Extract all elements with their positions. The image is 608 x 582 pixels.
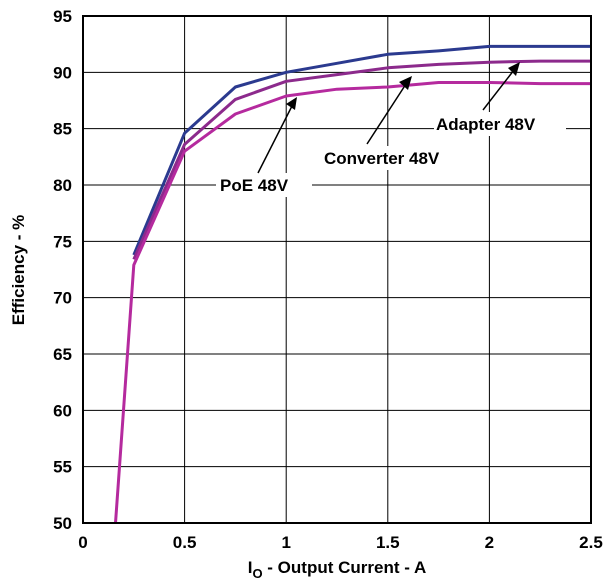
y-tick-label: 85: [53, 120, 72, 139]
x-axis-label-rest: - Output Current - A: [263, 558, 427, 577]
y-tick-label: 70: [53, 289, 72, 308]
series-line-converter-48v: [132, 59, 591, 261]
y-tick-label: 50: [53, 514, 72, 533]
annotation-converter-bg: [322, 146, 472, 170]
y-tick-label: 75: [53, 232, 72, 251]
y-tick-label: 55: [53, 458, 72, 477]
x-axis-label-subscript: O: [252, 566, 262, 581]
y-tick-label: 90: [53, 63, 72, 82]
annotation-adapter-arrow: [508, 62, 520, 76]
y-tick-label: 95: [53, 7, 72, 26]
grid: [83, 16, 591, 523]
series-lines: [114, 44, 591, 524]
series-line-poe-48v: [114, 81, 591, 524]
annotation-converter: Converter 48V: [322, 76, 472, 170]
annotation-adapter-label: Adapter 48V: [436, 115, 536, 134]
annotation-converter-leader: [366, 83, 407, 145]
x-tick-label: 2: [485, 533, 494, 552]
annotation-adapter-bg: [434, 112, 566, 136]
y-tick-label: 65: [53, 345, 72, 364]
x-tick-label: 2.5: [579, 533, 603, 552]
x-tick-label: 0.5: [173, 533, 197, 552]
y-axis-label: Efficiency - %: [9, 215, 28, 326]
y-tick-label: 80: [53, 176, 72, 195]
x-axis-label: IO - Output Current - A: [248, 558, 427, 581]
plot-frame: [82, 15, 592, 524]
x-tick-label: 0: [78, 533, 87, 552]
x-tick-label: 1: [281, 533, 290, 552]
x-tick-label: 1.5: [376, 533, 400, 552]
tick-labels: 0 0.5 1 1.5 2 2.5 50 55 60 65 70 75 80 85 90 95: [53, 7, 603, 552]
annotation-adapter-leader: [482, 69, 515, 111]
annotation-poe-label: PoE 48V: [220, 176, 289, 195]
annotation-poe-arrow: [286, 97, 297, 110]
x-axis-label-main: I: [248, 558, 253, 577]
annotation-adapter: Adapter 48V: [434, 62, 566, 136]
annotation-converter-label: Converter 48V: [324, 149, 440, 168]
annotation-poe-bg: [216, 173, 312, 197]
annotation-poe: PoE 48V: [216, 97, 312, 197]
y-tick-label: 60: [53, 401, 72, 420]
annotation-converter-arrow: [399, 76, 412, 90]
series-line-adapter-48v: [132, 44, 591, 256]
annotation-poe-leader: [257, 105, 293, 174]
